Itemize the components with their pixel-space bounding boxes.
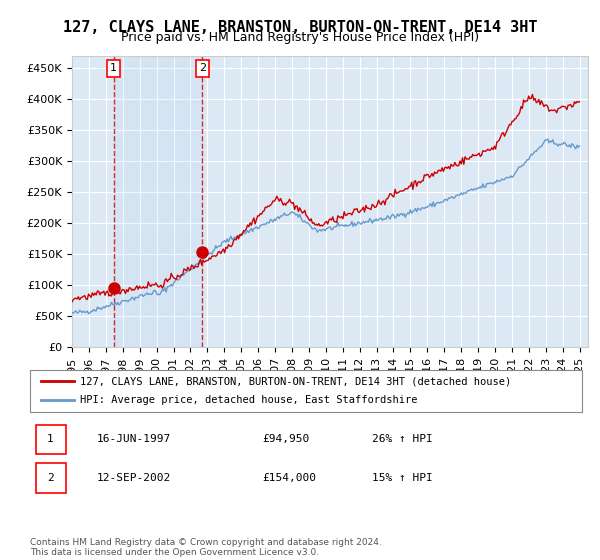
Text: 1: 1 <box>47 435 54 445</box>
Text: £94,950: £94,950 <box>262 435 309 445</box>
Text: 127, CLAYS LANE, BRANSTON, BURTON-ON-TRENT, DE14 3HT: 127, CLAYS LANE, BRANSTON, BURTON-ON-TRE… <box>63 20 537 35</box>
Text: 2: 2 <box>199 63 206 73</box>
Text: 16-JUN-1997: 16-JUN-1997 <box>96 435 170 445</box>
Bar <box>113 56 202 347</box>
Text: 127, CLAYS LANE, BRANSTON, BURTON-ON-TRENT, DE14 3HT (detached house): 127, CLAYS LANE, BRANSTON, BURTON-ON-TRE… <box>80 376 511 386</box>
Text: 2: 2 <box>47 473 54 483</box>
Bar <box>35 424 66 454</box>
Bar <box>35 464 66 493</box>
Text: 15% ↑ HPI: 15% ↑ HPI <box>372 473 433 483</box>
Text: Price paid vs. HM Land Registry's House Price Index (HPI): Price paid vs. HM Land Registry's House … <box>121 31 479 44</box>
Text: HPI: Average price, detached house, East Staffordshire: HPI: Average price, detached house, East… <box>80 395 417 405</box>
Text: £154,000: £154,000 <box>262 473 316 483</box>
Text: Contains HM Land Registry data © Crown copyright and database right 2024.
This d: Contains HM Land Registry data © Crown c… <box>30 538 382 557</box>
Text: 12-SEP-2002: 12-SEP-2002 <box>96 473 170 483</box>
Text: 1: 1 <box>110 63 117 73</box>
Text: 26% ↑ HPI: 26% ↑ HPI <box>372 435 433 445</box>
